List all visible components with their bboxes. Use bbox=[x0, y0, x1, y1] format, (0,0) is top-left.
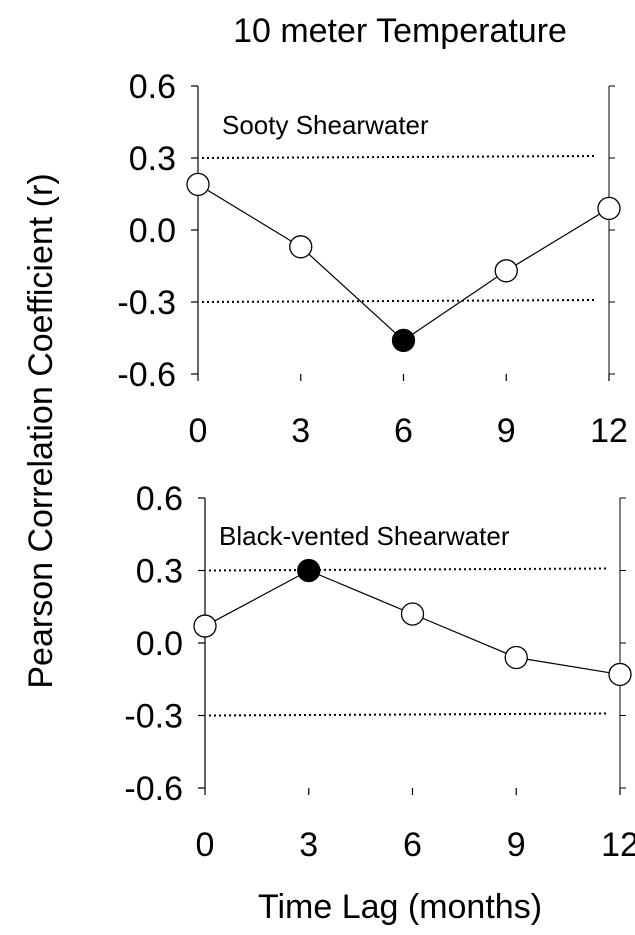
panel-annotation: Sooty Shearwater bbox=[222, 110, 429, 140]
y-tick-label: -0.6 bbox=[124, 770, 183, 808]
x-tick-label: 0 bbox=[196, 826, 215, 864]
y-tick-label: 0.6 bbox=[129, 68, 176, 106]
panel-sooty-shearwater: 0.6 0.3 0.0 -0.3 -0.6 0 3 6 9 12 Sooty Shearwater bbox=[117, 68, 628, 450]
x-tick-label: 0 bbox=[189, 412, 208, 450]
data-point-significant bbox=[297, 558, 321, 583]
y-tick-label: -0.3 bbox=[124, 698, 183, 736]
panel-black-vented-shearwater: 0.6 0.3 0.0 -0.3 -0.6 0 3 6 9 12 Black-vented Shea… bbox=[124, 480, 635, 864]
panel-annotation: Black-vented Shearwater bbox=[219, 521, 510, 551]
significance-threshold-line bbox=[201, 299, 598, 303]
data-point bbox=[494, 259, 518, 283]
data-point bbox=[608, 662, 632, 687]
data-point bbox=[289, 235, 313, 259]
x-tick-label: 9 bbox=[507, 826, 526, 864]
significance-threshold-line bbox=[208, 712, 609, 717]
x-tick-label: 12 bbox=[601, 826, 635, 864]
series-line bbox=[197, 183, 610, 342]
data-point bbox=[193, 614, 217, 638]
data-point bbox=[597, 196, 621, 221]
x-tick-label: 12 bbox=[590, 412, 628, 450]
y-axis-label: Pearson Correlation Coefficient (r) bbox=[22, 173, 60, 688]
x-tick-label: 3 bbox=[291, 412, 310, 450]
data-point bbox=[504, 645, 528, 670]
figure-title: 10 meter Temperature bbox=[233, 12, 567, 50]
data-point bbox=[186, 172, 210, 197]
x-tick-label: 3 bbox=[299, 826, 318, 864]
y-tick-label: 0.0 bbox=[129, 212, 176, 250]
y-tick-label: -0.3 bbox=[117, 284, 176, 322]
x-tick-label: 9 bbox=[497, 412, 516, 450]
x-tick-label: 6 bbox=[403, 826, 422, 864]
x-axis-label: Time Lag (months) bbox=[258, 888, 542, 926]
y-tick-label: 0.3 bbox=[129, 140, 176, 178]
significance-threshold-line bbox=[208, 567, 609, 572]
y-tick-label: -0.6 bbox=[117, 356, 176, 394]
x-tick-label: 6 bbox=[394, 412, 413, 450]
y-tick-label: 0.6 bbox=[136, 480, 183, 518]
data-point bbox=[400, 602, 425, 626]
y-tick-label: 0.3 bbox=[136, 553, 183, 591]
data-point-significant bbox=[391, 328, 416, 353]
y-tick-label: 0.0 bbox=[136, 625, 183, 663]
significance-threshold-line bbox=[201, 155, 598, 159]
